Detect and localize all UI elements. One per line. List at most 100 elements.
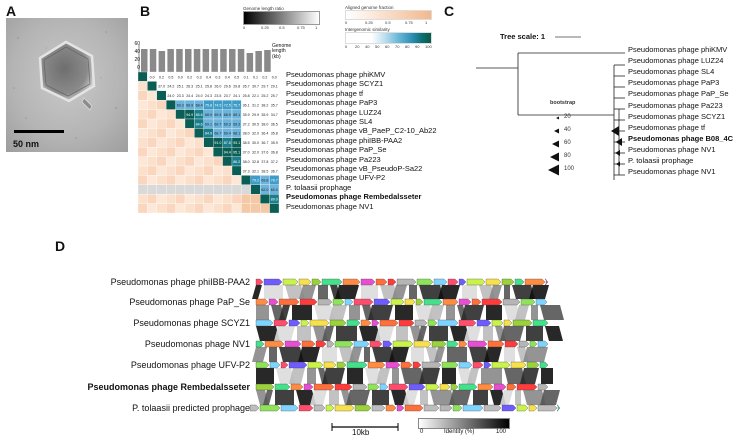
- matrix-row-label: Pseudomonas phage vB_PaeP_C2-10_Ab22: [286, 126, 437, 136]
- gene-arrow: [388, 383, 409, 391]
- synteny-ribbon: [372, 347, 395, 362]
- matrix-value: 30.7: [252, 85, 259, 89]
- legend-genome-length-bar: [243, 11, 320, 25]
- bootstrap-marker: [615, 150, 620, 156]
- synteny-ribbon: [299, 285, 316, 299]
- matrix-value: 0.2: [262, 75, 267, 79]
- legend-tick: 0.75: [405, 20, 413, 25]
- matrix-cell: [147, 118, 157, 129]
- gene-arrow: [502, 298, 521, 306]
- matrix-value: 24.3: [205, 94, 212, 98]
- gene-arrow: [414, 319, 428, 327]
- bootstrap-legend-value: 100: [564, 166, 575, 172]
- matrix-value: 68.9: [205, 113, 212, 117]
- matrix-cell: [147, 156, 157, 167]
- synteny-ribbon: [336, 326, 357, 341]
- gene-arrow: [255, 319, 274, 327]
- matrix-value: 29.8: [233, 85, 240, 89]
- synteny-ribbon: [274, 326, 295, 341]
- genome-length-bar: [255, 51, 262, 73]
- gene-arrow: [371, 319, 380, 327]
- tree-leaf-label: Pseudomonas phage NV1: [628, 167, 716, 177]
- gene-arrow: [284, 340, 302, 348]
- legend-tick: 0: [345, 44, 348, 49]
- matrix-value: 24.1: [233, 94, 240, 98]
- matrix-value: 36.8: [271, 151, 278, 155]
- genome-label: Pseudomonas phage PaP_Se: [129, 297, 250, 307]
- matrix-value: 23.7: [224, 94, 231, 98]
- gene-arrow: [539, 361, 549, 369]
- matrix-value: 0.0: [272, 75, 277, 79]
- matrix-value: 30.0: [252, 141, 259, 145]
- genome-label: Pseudomonas phage UFV-P2: [130, 360, 250, 370]
- gene-arrow: [259, 404, 281, 412]
- gene-arrow: [344, 298, 354, 306]
- matrix-cell: [194, 156, 204, 167]
- matrix-cell: [260, 203, 270, 214]
- bootstrap-legend-marker: [554, 128, 559, 134]
- legend-intergenomic-ticks: 0 20 40 50 60 70 80 90 100: [345, 44, 433, 50]
- genome-synteny-plot: [249, 278, 564, 412]
- gene-arrow: [423, 404, 440, 412]
- gene-arrow: [354, 404, 372, 412]
- gene-arrow: [288, 361, 308, 369]
- legend-aligned-fraction: Aligned genome fraction 0 0.25 0.5 0.75 1 In…: [345, 5, 433, 50]
- legend-genome-length: Genome length ratio 0 0.25 0.5 0.75 1: [243, 6, 323, 31]
- gene-arrow: [326, 340, 335, 348]
- genome-length-bar: [149, 49, 157, 73]
- legend-tick: 40: [365, 44, 370, 49]
- gene-arrow: [367, 383, 380, 391]
- synteny-ribbon: [523, 390, 546, 405]
- gene-arrow: [379, 383, 389, 391]
- matrix-row-label: Pseudomonas phage PaP_Se: [286, 145, 387, 155]
- gene-arrow: [336, 361, 347, 369]
- synteny-ribbon: [347, 368, 363, 384]
- synteny-ribbon: [322, 326, 334, 341]
- tree-leaf-label: Pseudomonas phage phiKMV: [628, 45, 728, 54]
- matrix-cell: [147, 100, 157, 110]
- matrix-value: 69.1: [205, 122, 212, 126]
- synteny-ribbon: [389, 347, 409, 362]
- gene-arrow: [321, 278, 343, 286]
- matrix-value: 0.2: [187, 75, 192, 79]
- genome-length-bar: [220, 49, 227, 73]
- synteny-ribbon: [442, 368, 456, 384]
- gene-arrow: [382, 340, 393, 348]
- matrix-value: 29.1: [271, 85, 278, 89]
- gene-arrow: [427, 319, 438, 327]
- legend-tick: 0: [345, 20, 348, 25]
- synteny-ribbon: [429, 326, 448, 341]
- genome-length-bar: [229, 49, 236, 73]
- bootstrap-legend-marker: [556, 116, 559, 120]
- synteny-ribbon: [541, 368, 553, 384]
- matrix-value: 0.4: [206, 75, 211, 79]
- matrix-cell: [137, 137, 148, 148]
- matrix-value: 35.9: [271, 141, 278, 145]
- matrix-value: 75.8: [205, 104, 212, 108]
- gene-arrow: [467, 340, 488, 348]
- matrix-cell: [222, 156, 233, 167]
- bootstrap-legend-value: 60: [564, 140, 571, 146]
- gene-arrow: [452, 404, 463, 412]
- matrix-value: 35.9: [261, 113, 268, 117]
- matrix-cell: [213, 194, 223, 204]
- synteny-ribbon: [361, 285, 378, 299]
- matrix-value: 68.9: [224, 113, 231, 117]
- matrix-cell: [147, 137, 157, 148]
- synteny-ribbon: [346, 390, 370, 405]
- gene-arrow: [288, 319, 301, 327]
- synteny-ribbon: [279, 305, 290, 320]
- matrix-cell: [137, 203, 148, 214]
- gene-arrow: [408, 383, 426, 391]
- synteny-ribbon: [392, 285, 407, 299]
- gene-arrow: [346, 361, 368, 369]
- matrix-cell: [156, 118, 167, 129]
- matrix-cell: [147, 81, 157, 91]
- synteny-ribbon: [392, 368, 399, 384]
- matrix-value: 91.0: [214, 141, 221, 145]
- gene-arrow: [472, 361, 484, 369]
- gene-arrow: [413, 340, 432, 348]
- matrix-value: 34.7: [271, 113, 278, 117]
- matrix-cell: [137, 71, 148, 82]
- genome-length-bar: [211, 49, 218, 73]
